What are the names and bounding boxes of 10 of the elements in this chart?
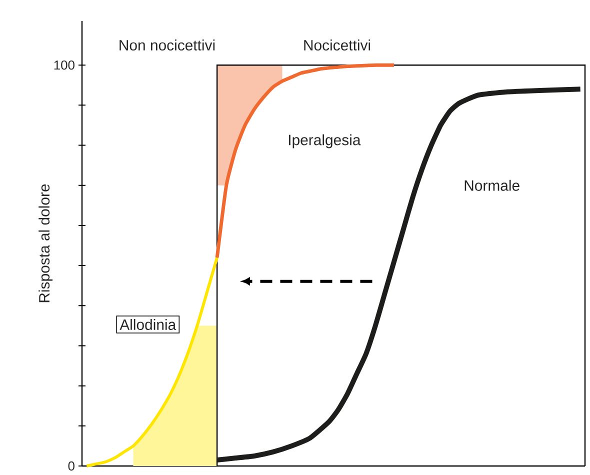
line-series bbox=[215, 63, 396, 260]
text: Iperalgesia bbox=[289, 134, 361, 148]
line-series bbox=[85, 256, 219, 468]
series-label: Allodinia bbox=[120, 319, 176, 330]
y-tick-label: 0 bbox=[68, 461, 74, 471]
y-axis-title: Risposta al dolore bbox=[38, 184, 53, 302]
annotation: Nocicettivi bbox=[304, 40, 370, 51]
y-tick-label: 100 bbox=[54, 60, 74, 70]
text: Normale bbox=[464, 180, 520, 191]
annotation: Non nocicettivi bbox=[120, 40, 215, 51]
